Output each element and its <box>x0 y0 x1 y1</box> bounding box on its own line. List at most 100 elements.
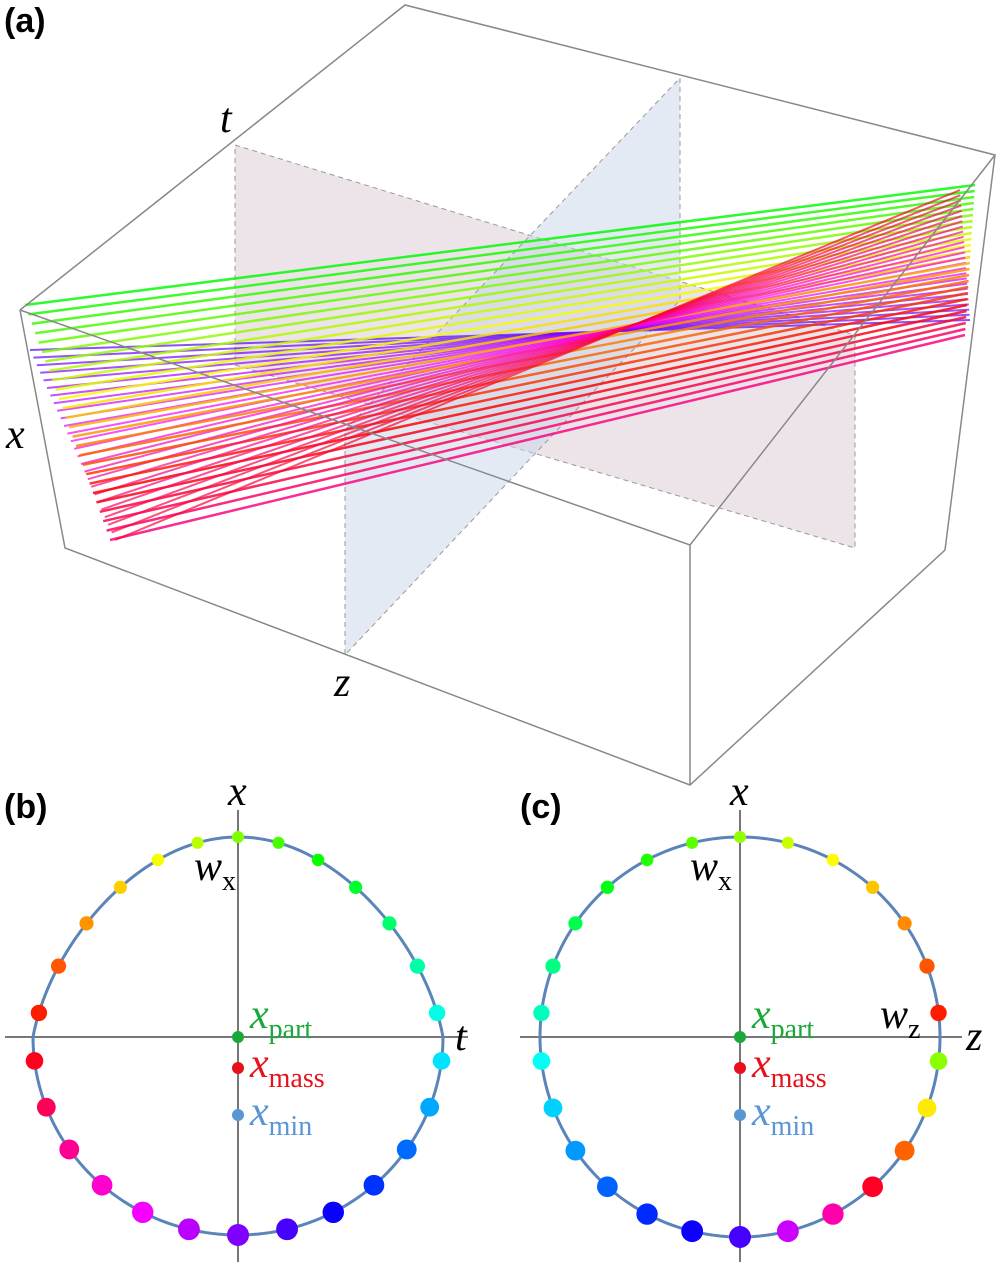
sub: part <box>269 1014 313 1045</box>
ray <box>102 321 967 523</box>
dot <box>929 1052 948 1070</box>
dot <box>178 1218 200 1241</box>
dot <box>862 1176 883 1198</box>
ray <box>106 327 966 532</box>
dot <box>348 880 363 894</box>
ray <box>97 215 963 503</box>
dot <box>276 1218 298 1241</box>
dot <box>191 836 204 849</box>
dot <box>729 1226 751 1248</box>
dot <box>640 853 654 867</box>
base: x <box>249 1041 269 1087</box>
ray <box>68 261 971 429</box>
ray <box>24 183 976 307</box>
dot <box>91 1174 113 1196</box>
base: x <box>751 992 771 1038</box>
dot <box>59 1139 80 1160</box>
dot <box>734 831 746 843</box>
dot <box>543 1098 563 1118</box>
dot <box>636 1203 658 1225</box>
base: x <box>249 1089 269 1135</box>
marker-dot <box>734 1062 746 1074</box>
base: x <box>751 1041 771 1087</box>
ray <box>109 333 966 542</box>
dot <box>132 1201 154 1224</box>
base: w <box>880 992 908 1038</box>
dot <box>25 1052 44 1070</box>
dot <box>227 1224 249 1246</box>
dot <box>894 1140 915 1161</box>
dot <box>50 958 67 974</box>
ray <box>104 204 962 519</box>
sub: min <box>771 1111 815 1142</box>
sub: x <box>222 866 236 897</box>
axis-label: z <box>965 1014 982 1060</box>
ray <box>101 209 962 511</box>
dot <box>781 836 794 849</box>
ray <box>90 225 964 488</box>
dot <box>533 1004 550 1022</box>
sub: part <box>771 1014 815 1045</box>
ray <box>50 287 968 397</box>
ray <box>89 297 968 485</box>
ray <box>82 285 969 467</box>
sub: x <box>718 866 732 897</box>
ray <box>28 189 975 316</box>
ray <box>31 195 975 326</box>
dot <box>897 916 912 931</box>
ray <box>38 207 974 344</box>
dot <box>597 1176 618 1198</box>
dot <box>396 1139 417 1160</box>
dot <box>565 1140 586 1161</box>
dot <box>79 916 94 931</box>
dot <box>865 880 880 894</box>
ray <box>46 293 969 389</box>
panel-label: (b) <box>4 788 47 826</box>
dot <box>822 1203 844 1225</box>
dot <box>272 836 285 849</box>
dot <box>409 958 426 974</box>
x-mass: xmass <box>751 1041 827 1094</box>
ray <box>45 219 973 363</box>
panel-c: (c) x z wx wz xpart xmass xmin <box>520 769 982 1262</box>
dot <box>432 1052 451 1070</box>
marker-dot <box>232 1062 244 1074</box>
ray <box>62 249 971 410</box>
w-x: wx <box>690 844 732 897</box>
x-mass: xmass <box>249 1041 325 1094</box>
dot <box>532 1052 551 1070</box>
base: w <box>690 844 718 890</box>
w-x: wx <box>194 844 236 897</box>
dot <box>930 1004 947 1022</box>
axis-label: z <box>333 660 350 706</box>
axis-label: t <box>220 96 233 142</box>
marker-dot <box>734 1109 746 1121</box>
panel-b: (b) x t wx xpart xmass xmin <box>4 769 468 1262</box>
ray <box>94 220 963 496</box>
ray <box>114 189 961 541</box>
base: w <box>194 844 222 890</box>
panel-label: (a) <box>4 2 46 40</box>
sub: mass <box>771 1063 827 1094</box>
axis-label: t <box>455 1014 468 1060</box>
dot <box>545 958 561 974</box>
ray <box>73 251 966 450</box>
marker-dot <box>734 1031 746 1043</box>
dot <box>776 1220 799 1243</box>
ray <box>70 256 966 443</box>
dot <box>686 836 699 849</box>
x-min: xmin <box>249 1089 312 1142</box>
ray <box>84 235 964 473</box>
dot <box>917 1098 937 1118</box>
ray <box>96 309 967 504</box>
dot <box>30 1004 48 1022</box>
x-part: xpart <box>751 992 814 1045</box>
dot <box>568 916 583 931</box>
box-outline <box>19 4 996 786</box>
w-z: wz <box>880 992 920 1045</box>
axis-label: x <box>729 769 749 815</box>
panel-label: (c) <box>520 788 562 826</box>
x-min: xmin <box>751 1089 814 1142</box>
